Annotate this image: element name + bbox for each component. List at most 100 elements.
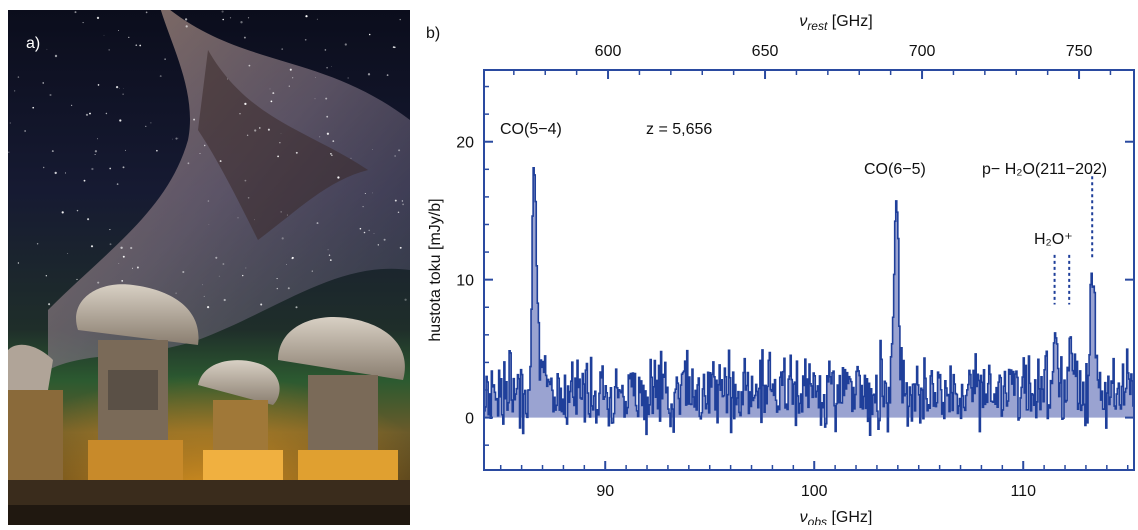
star: [371, 148, 373, 150]
star: [203, 144, 206, 147]
star: [326, 132, 330, 135]
star: [82, 22, 84, 24]
star: [401, 200, 404, 202]
star: [399, 246, 402, 249]
x2-axis-label-unit: [GHz]: [827, 13, 872, 30]
redshift-label: z = 5,656: [646, 121, 712, 138]
x2-axis-label-subscript: rest: [807, 19, 828, 33]
star: [368, 229, 370, 232]
star: [347, 77, 349, 79]
star: [242, 274, 244, 277]
star: [218, 275, 220, 277]
star: [291, 256, 294, 259]
star: [121, 280, 124, 282]
star: [325, 97, 328, 100]
star: [243, 36, 246, 39]
star: [89, 112, 91, 115]
star: [337, 176, 340, 179]
star: [324, 49, 327, 51]
x2-tick-label: 650: [752, 43, 779, 60]
plot-frame: [483, 69, 1135, 471]
alma-night-sky-image: a): [8, 10, 410, 525]
star: [119, 87, 120, 89]
star: [48, 303, 51, 306]
x-tick-label: 100: [801, 483, 828, 500]
annotation-h2o-plus: H₂O⁺: [1034, 231, 1073, 248]
y-tick-label: 0: [465, 411, 474, 428]
star: [272, 92, 275, 95]
star: [311, 270, 313, 272]
star: [404, 298, 407, 301]
star: [70, 104, 73, 107]
star: [43, 166, 45, 169]
star: [118, 29, 120, 31]
star: [219, 160, 222, 163]
star: [229, 17, 232, 19]
star: [260, 303, 263, 306]
star: [109, 167, 112, 170]
star: [131, 267, 134, 269]
star: [295, 306, 298, 309]
star: [330, 153, 332, 155]
antenna-far-left: [8, 344, 63, 490]
star: [187, 162, 190, 165]
star: [139, 44, 142, 47]
star: [276, 287, 278, 290]
star: [136, 266, 139, 269]
x-axis-bottom: 90 100 110: [499, 461, 1129, 500]
y-axis: 0 10 20: [456, 85, 1134, 446]
star: [36, 243, 39, 245]
x-axis-label-unit: [GHz]: [827, 509, 872, 525]
star: [344, 43, 347, 46]
star: [46, 48, 48, 50]
y-axis-label: hustota toku [mJy/b]: [427, 198, 444, 341]
star: [54, 171, 57, 175]
annotation-co65: CO(6−5): [864, 161, 926, 178]
x-tick-label: 90: [596, 483, 614, 500]
annotation-ph2o: p− H₂O(211−202): [982, 161, 1107, 178]
star: [145, 11, 148, 14]
star: [175, 292, 177, 294]
star: [377, 244, 379, 246]
star: [118, 263, 120, 264]
star: [130, 246, 133, 250]
star: [270, 100, 273, 103]
x-tick-label: 110: [1010, 483, 1036, 500]
star: [122, 93, 124, 95]
star: [74, 11, 77, 14]
x2-axis-label-symbol: ν: [799, 13, 807, 30]
star: [277, 155, 279, 158]
star: [397, 211, 400, 214]
star: [326, 115, 329, 118]
star: [392, 46, 395, 48]
star: [244, 179, 247, 182]
star: [221, 10, 224, 13]
star: [281, 48, 284, 50]
star: [398, 149, 401, 152]
star: [172, 138, 173, 140]
star: [314, 98, 316, 100]
star: [97, 281, 100, 284]
star: [145, 125, 147, 128]
spectrum-chart: b) 0 10 20 90 100 110 600 650 700 750 νobs [GHz…: [418, 0, 1138, 529]
star: [128, 36, 130, 39]
star: [203, 295, 205, 297]
star: [222, 263, 225, 265]
star: [94, 153, 96, 156]
star: [120, 246, 123, 249]
star: [76, 278, 78, 280]
star: [175, 137, 178, 140]
star: [83, 179, 86, 182]
star: [280, 133, 282, 134]
star: [394, 155, 396, 157]
star: [247, 197, 250, 199]
star: [159, 75, 162, 78]
star: [135, 44, 138, 47]
star: [363, 231, 366, 234]
star: [182, 270, 185, 274]
spectrum-line-layer: [484, 166, 1135, 437]
x-axis-top: 600 650 700 750: [513, 43, 1112, 79]
panel-label-b: b): [426, 25, 440, 42]
star: [193, 118, 196, 121]
